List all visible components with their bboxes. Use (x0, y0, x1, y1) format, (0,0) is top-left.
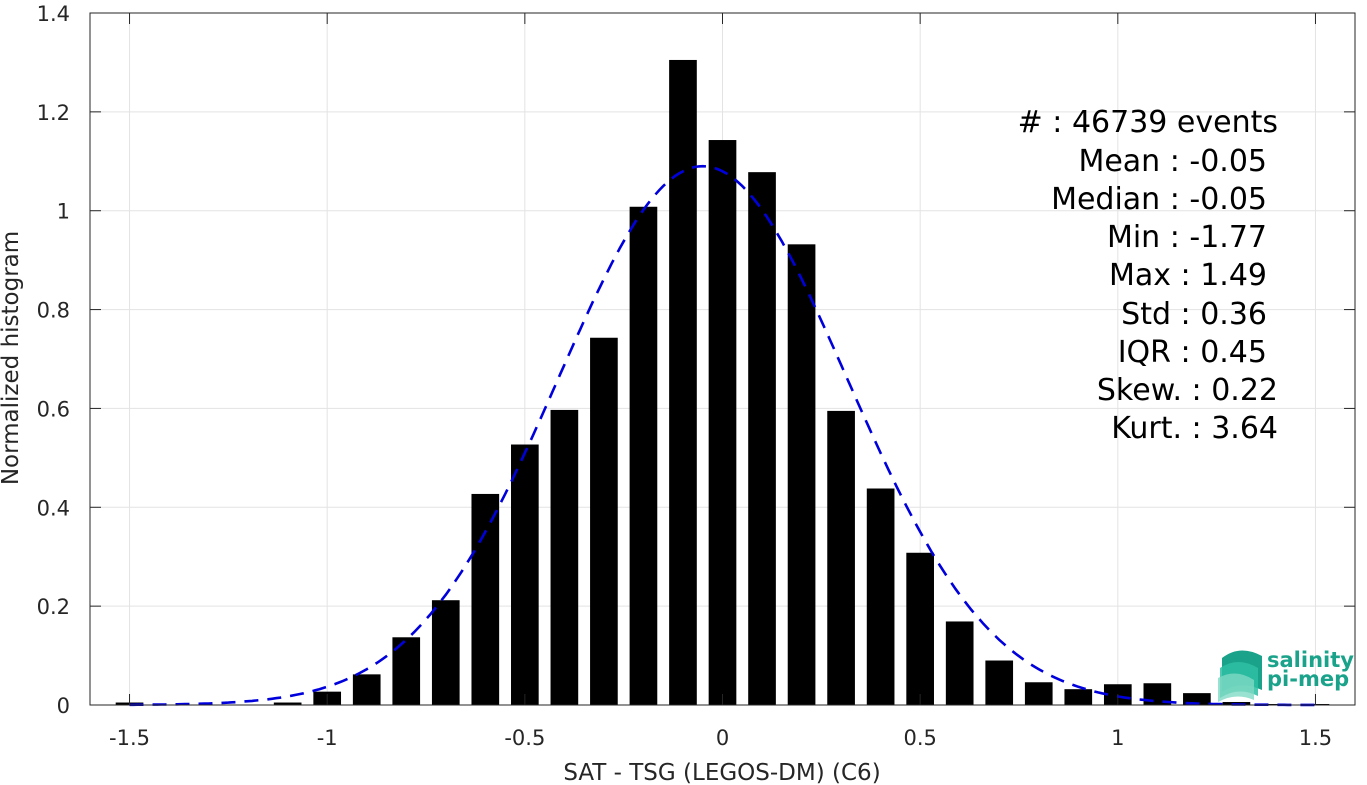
bar-4 (273, 702, 302, 705)
bar-6 (352, 674, 381, 705)
y-tick-label-5: 1 (57, 200, 70, 224)
bar-8 (431, 600, 460, 705)
bar-16 (748, 172, 776, 705)
x-tick-label-0: -1.5 (109, 726, 150, 750)
bar-14 (669, 59, 697, 705)
bar-12 (590, 337, 618, 705)
stat-mean: Mean : -0.05 (1078, 144, 1267, 179)
y-tick-labels: 0 0.2 0.4 0.6 0.8 1 1.2 1.4 (37, 2, 70, 718)
y-tick-label-7: 1.4 (37, 2, 70, 26)
stat-count: # : 46739 events (1018, 105, 1278, 140)
stat-median: Median : -0.05 (1051, 182, 1267, 217)
x-tick-label-5: 1 (1111, 726, 1124, 750)
bar-22 (985, 660, 1014, 705)
y-tick-label-1: 0.2 (37, 595, 70, 619)
stat-skew: Skew. : 0.22 (1097, 373, 1278, 408)
x-axis-label: SAT - TSG (LEGOS-DM) (C6) (563, 760, 880, 785)
bar-10 (511, 444, 539, 705)
salinity-pi-mep-logo: salinity pi-mep (1218, 648, 1354, 702)
y-tick-label-6: 1.2 (37, 101, 70, 125)
bar-21 (945, 621, 974, 705)
bar-15 (708, 140, 737, 705)
y-tick-label-4: 0.8 (37, 299, 70, 323)
x-tick-label-4: 0.5 (903, 726, 936, 750)
y-tick-label-2: 0.4 (37, 496, 70, 520)
stats-panel: # : 46739 events Mean : -0.05 Median : -… (1018, 105, 1278, 446)
bar-20 (906, 552, 934, 705)
y-tick-label-0: 0 (57, 694, 70, 718)
x-tick-label-2: -0.5 (504, 726, 545, 750)
logo-line2: pi-mep (1267, 667, 1349, 691)
x-tick-label-1: -1 (317, 726, 338, 750)
bar-24 (1064, 689, 1093, 705)
bar-23 (1024, 682, 1053, 705)
bar-27 (1183, 693, 1211, 705)
y-tick-label-3: 0.6 (37, 397, 70, 421)
stat-max: Max : 1.49 (1109, 258, 1267, 293)
logo-wave-icon (1218, 650, 1262, 702)
stat-min: Min : -1.77 (1107, 220, 1267, 255)
axes-frame (89, 12, 1356, 706)
stat-std: Std : 0.36 (1121, 297, 1267, 332)
x-tick-label-6: 1.5 (1299, 726, 1332, 750)
logo-line1: salinity (1267, 648, 1354, 672)
bar-11 (550, 409, 579, 705)
bar-19 (866, 488, 895, 705)
bar-18 (827, 410, 855, 705)
bar-9 (471, 493, 500, 705)
x-tick-label-3: 0 (716, 726, 729, 750)
stat-iqr: IQR : 0.45 (1118, 335, 1267, 370)
x-tick-labels: -1.5 -1 -0.5 0 0.5 1 1.5 (109, 726, 1332, 750)
bar-13 (629, 206, 658, 705)
bar-17 (787, 244, 816, 705)
stat-kurt: Kurt. : 3.64 (1111, 411, 1278, 446)
y-axis-label: Normalized histogram (0, 231, 24, 485)
